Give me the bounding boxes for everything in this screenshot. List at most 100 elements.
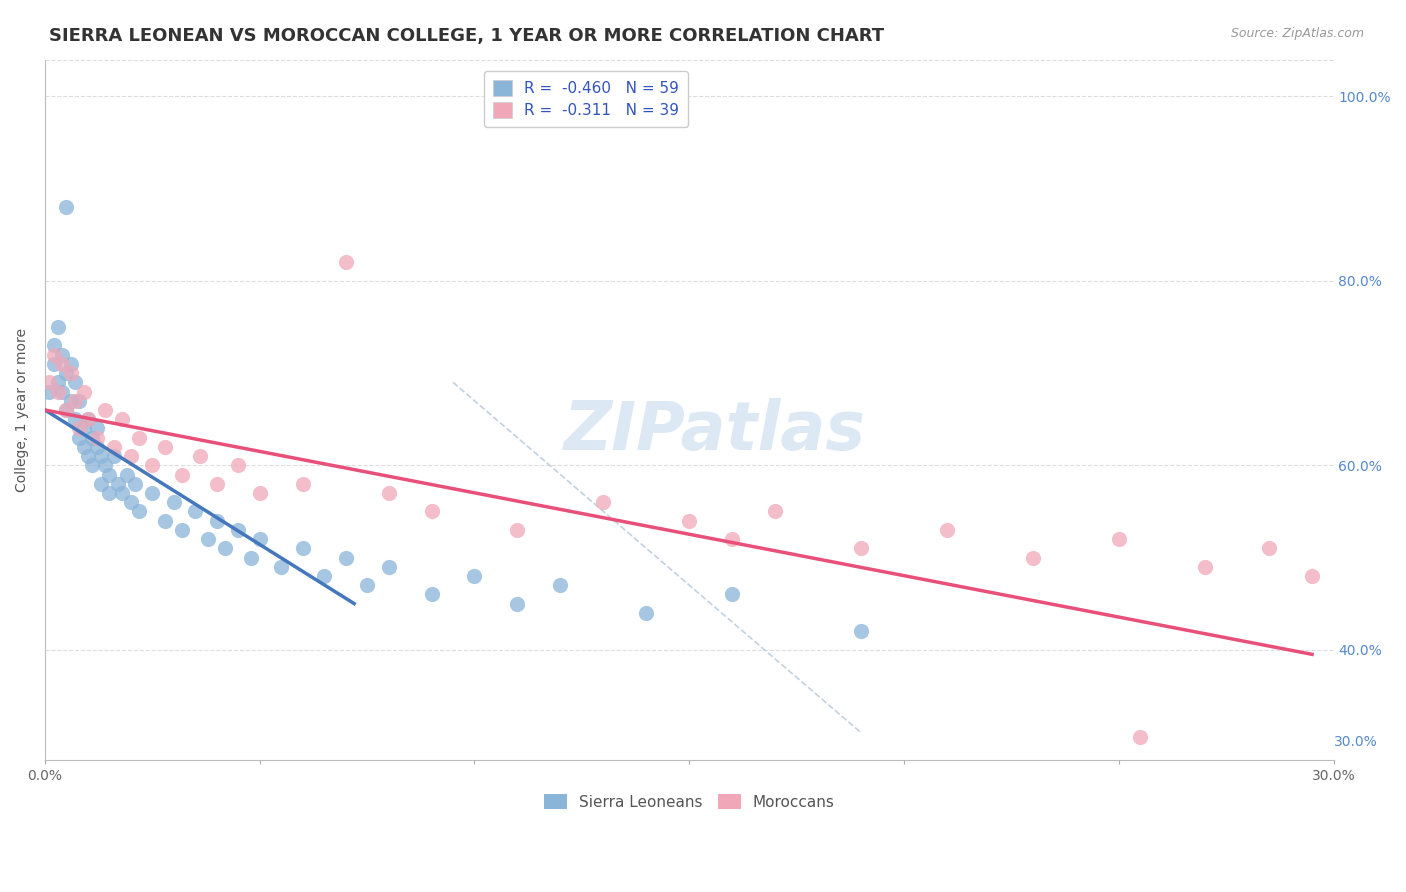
Point	[506, 597, 529, 611]
Point	[849, 624, 872, 639]
Point	[205, 476, 228, 491]
Point	[103, 449, 125, 463]
Point	[291, 476, 314, 491]
Point	[42, 357, 65, 371]
Point	[141, 486, 163, 500]
Point	[1022, 550, 1045, 565]
Point	[420, 587, 443, 601]
Point	[77, 412, 100, 426]
Point	[849, 541, 872, 556]
Point	[77, 412, 100, 426]
Y-axis label: College, 1 year or more: College, 1 year or more	[15, 328, 30, 492]
Point	[155, 514, 177, 528]
Point	[51, 357, 73, 371]
Point	[72, 384, 94, 399]
Point	[51, 348, 73, 362]
Point	[270, 559, 292, 574]
Point	[67, 431, 90, 445]
Point	[63, 393, 86, 408]
Legend: Sierra Leoneans, Moroccans: Sierra Leoneans, Moroccans	[537, 788, 841, 816]
Point	[197, 532, 219, 546]
Point	[678, 514, 700, 528]
Point	[188, 449, 211, 463]
Point	[55, 200, 77, 214]
Point	[67, 393, 90, 408]
Text: ZIPatlas: ZIPatlas	[564, 398, 866, 464]
Point	[128, 504, 150, 518]
Point	[184, 504, 207, 518]
Point	[98, 467, 121, 482]
Point	[38, 376, 60, 390]
Point	[90, 476, 112, 491]
Point	[67, 421, 90, 435]
Point	[721, 532, 744, 546]
Point	[1129, 731, 1152, 745]
Point	[115, 467, 138, 482]
Point	[111, 412, 134, 426]
Point	[86, 431, 108, 445]
Point	[46, 384, 69, 399]
Point	[107, 476, 129, 491]
Point	[103, 440, 125, 454]
Point	[291, 541, 314, 556]
Point	[82, 458, 104, 473]
Point	[128, 431, 150, 445]
Point	[59, 366, 82, 380]
Point	[94, 458, 117, 473]
Point	[1108, 532, 1130, 546]
Point	[240, 550, 263, 565]
Point	[46, 320, 69, 334]
Point	[1194, 559, 1216, 574]
Point	[120, 495, 142, 509]
Point	[377, 559, 399, 574]
Point	[46, 376, 69, 390]
Point	[214, 541, 236, 556]
Point	[63, 412, 86, 426]
Point	[90, 449, 112, 463]
Point	[38, 384, 60, 399]
Point	[420, 504, 443, 518]
Point	[111, 486, 134, 500]
Point	[249, 486, 271, 500]
Point	[172, 467, 194, 482]
Point	[172, 523, 194, 537]
Point	[155, 440, 177, 454]
Point	[55, 403, 77, 417]
Point	[77, 449, 100, 463]
Point	[763, 504, 786, 518]
Point	[163, 495, 186, 509]
Point	[120, 449, 142, 463]
Point	[636, 606, 658, 620]
Point	[335, 255, 357, 269]
Point	[141, 458, 163, 473]
Point	[98, 486, 121, 500]
Point	[592, 495, 614, 509]
Point	[226, 523, 249, 537]
Point	[55, 403, 77, 417]
Point	[124, 476, 146, 491]
Point	[86, 440, 108, 454]
Point	[463, 569, 485, 583]
Point	[82, 431, 104, 445]
Point	[63, 376, 86, 390]
Point	[205, 514, 228, 528]
Point	[59, 393, 82, 408]
Point	[550, 578, 572, 592]
Point	[506, 523, 529, 537]
Point	[42, 338, 65, 352]
Point	[42, 348, 65, 362]
Point	[55, 366, 77, 380]
Point	[356, 578, 378, 592]
Point	[377, 486, 399, 500]
Point	[721, 587, 744, 601]
Text: 30.0%: 30.0%	[1333, 735, 1378, 749]
Point	[314, 569, 336, 583]
Point	[86, 421, 108, 435]
Point	[94, 403, 117, 417]
Point	[72, 421, 94, 435]
Point	[335, 550, 357, 565]
Point	[249, 532, 271, 546]
Point	[59, 357, 82, 371]
Text: SIERRA LEONEAN VS MOROCCAN COLLEGE, 1 YEAR OR MORE CORRELATION CHART: SIERRA LEONEAN VS MOROCCAN COLLEGE, 1 YE…	[49, 27, 884, 45]
Point	[72, 440, 94, 454]
